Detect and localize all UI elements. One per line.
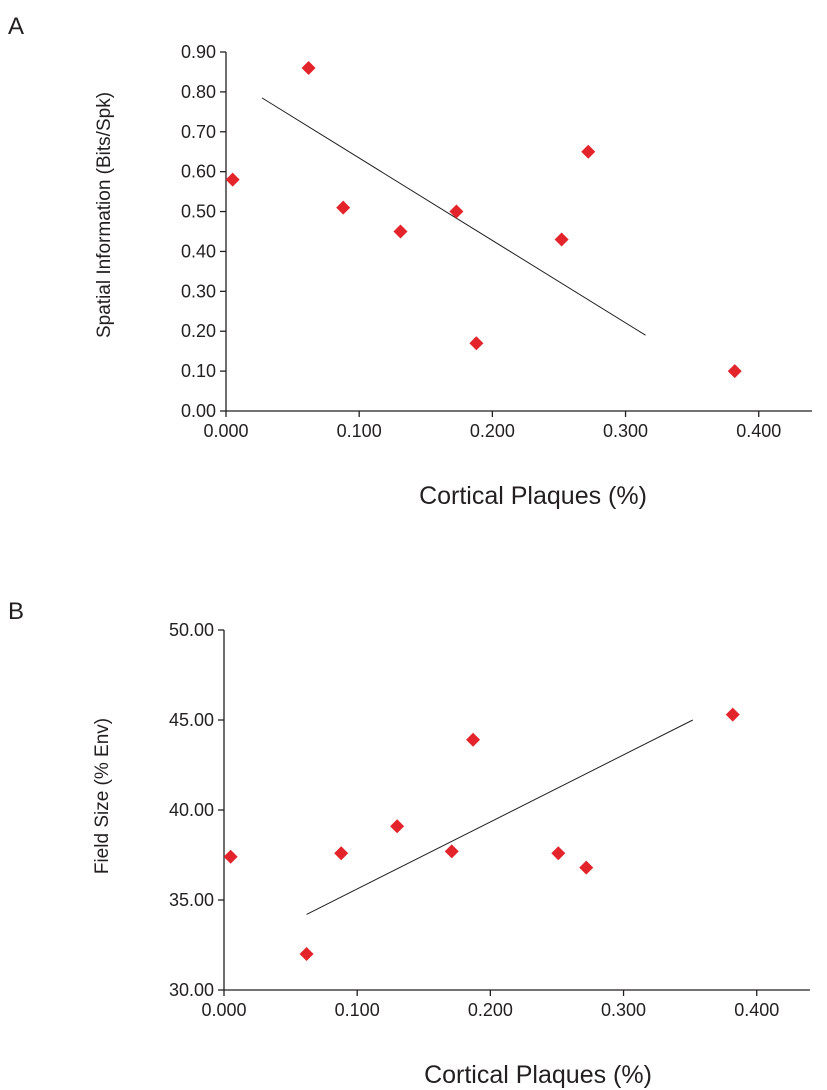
panel-b-y-tick-label: 45.00	[169, 710, 214, 730]
panel-b: B Field Size (% Env) Cortical Plaques (%…	[8, 598, 810, 1089]
panel-b-points	[223, 707, 740, 961]
panel-b-y-tick-label: 40.00	[169, 800, 214, 820]
panel-a-data-point	[727, 364, 742, 379]
panel-a-data-point	[449, 204, 464, 219]
panel-b-data-point	[725, 707, 740, 722]
panel-b-x-tick-label: 0.400	[734, 1000, 779, 1020]
panel-a-y-tick-label: 0.40	[181, 241, 216, 261]
panel-a-data-point	[393, 224, 408, 239]
panel-b-y-tick-label: 30.00	[169, 980, 214, 1000]
panel-b-x-tick-label: 0.000	[201, 1000, 246, 1020]
panel-b-data-point	[551, 846, 566, 861]
panel-b-y-axis-title: Field Size (% Env)	[92, 718, 113, 874]
panel-b-data-point	[466, 732, 481, 747]
panel-a-trendline-group	[261, 97, 646, 336]
panel-a-y-tick-label: 0.30	[181, 281, 216, 301]
panel-b-y-tick-label: 50.00	[169, 620, 214, 640]
panel-b-trendline	[306, 719, 694, 915]
panel-b-trendline-group	[306, 719, 694, 915]
panel-a-y-axis-title: Spatial Information (Bits/Spk)	[94, 92, 115, 338]
panel-a-data-point	[301, 60, 316, 75]
panel-a-axes: 0.00 0.10 0.20 0.30 0.40 0.50 0.60 0.70 0.80 0.90…	[181, 42, 812, 441]
panel-b-y-tick-label: 35.00	[169, 890, 214, 910]
panel-b-x-tick-label: 0.200	[468, 1000, 513, 1020]
panel-a-y-tick-label: 0.20	[181, 321, 216, 341]
panel-a-x-tick-label: 0.200	[470, 421, 515, 441]
panel-a-trendline	[261, 97, 646, 336]
panel-a-points	[225, 60, 742, 379]
panel-a-y-tick-label: 0.80	[181, 82, 216, 102]
panel-b-letter: B	[8, 598, 24, 625]
panel-a-y-tick-label: 0.10	[181, 361, 216, 381]
panel-b-x-tick-label: 0.100	[335, 1000, 380, 1020]
panel-a-data-point	[225, 172, 240, 187]
panel-b-data-point	[444, 844, 459, 859]
panel-b-data-point	[223, 849, 238, 864]
panel-a-x-tick-label: 0.300	[603, 421, 648, 441]
panel-a-x-tick-label: 0.400	[736, 421, 781, 441]
panel-b-axes: 30.00 35.00 40.00 45.00 50.00 0.000 0.100 0.200…	[169, 620, 810, 1020]
panel-a-x-tick-label: 0.100	[337, 421, 382, 441]
panel-b-data-point	[299, 947, 314, 961]
panel-a-data-point	[336, 200, 351, 215]
panel-b-data-point	[334, 846, 349, 861]
panel-b-data-point	[390, 819, 405, 834]
panel-a-data-point	[469, 336, 484, 351]
panel-a-x-axis-title: Cortical Plaques (%)	[419, 482, 647, 510]
panel-b-data-point	[579, 860, 594, 875]
panel-b-x-tick-label: 0.300	[601, 1000, 646, 1020]
panel-a-y-tick-label: 0.70	[181, 122, 216, 142]
panel-a-y-tick-label: 0.50	[181, 202, 216, 222]
panel-a-x-tick-label: 0.000	[203, 421, 248, 441]
panel-a-data-point	[554, 232, 569, 247]
panel-a-letter: A	[8, 13, 24, 40]
panel-a-y-tick-label: 0.00	[181, 401, 216, 421]
panel-a-y-tick-label: 0.90	[181, 42, 216, 62]
panel-a: A Spatial Information (Bits/Spk) Cortica…	[8, 13, 812, 510]
panel-b-x-axis-title: Cortical Plaques (%)	[424, 1061, 652, 1089]
panel-a-data-point	[581, 144, 596, 159]
panel-a-y-tick-label: 0.60	[181, 162, 216, 182]
